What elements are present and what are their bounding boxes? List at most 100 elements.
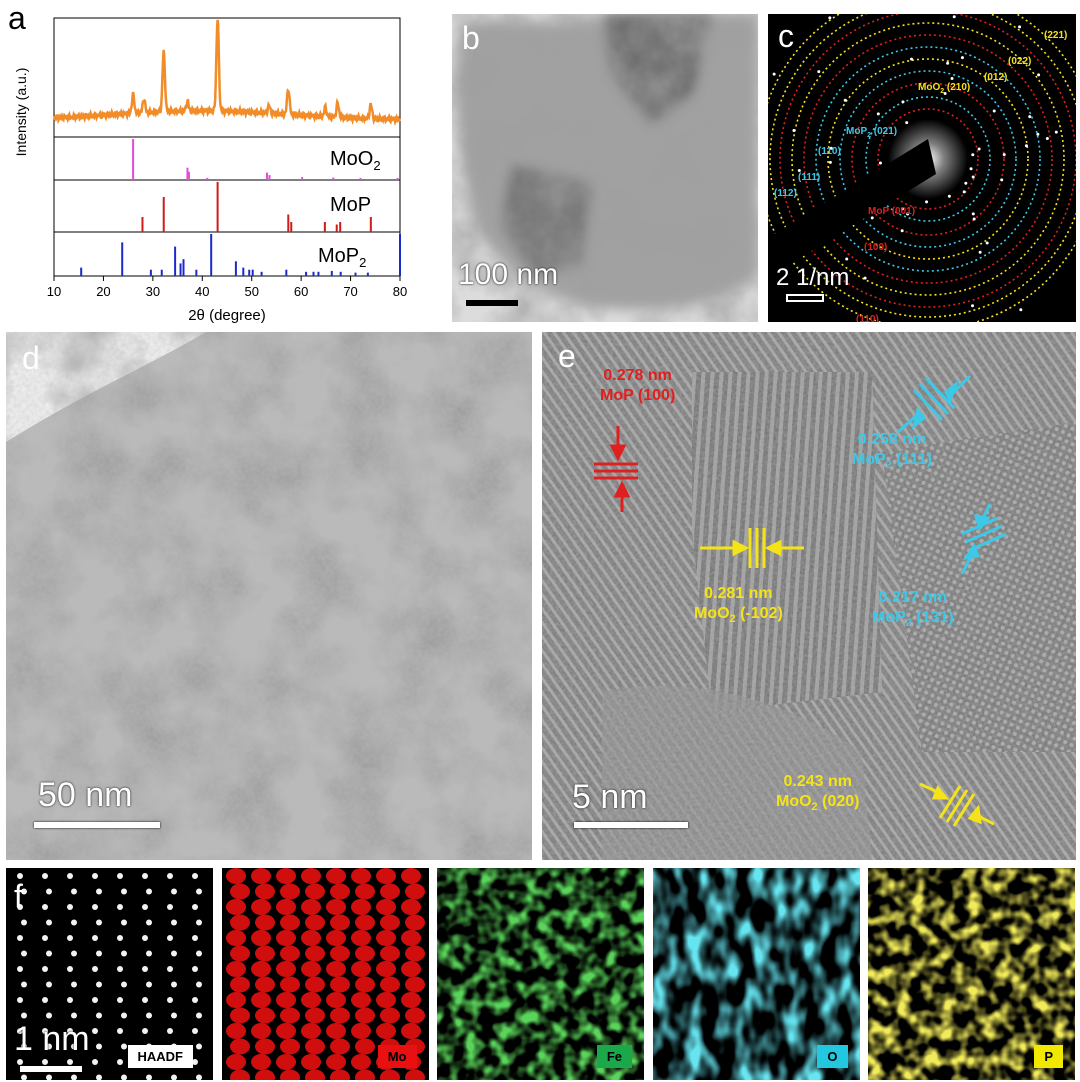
atom-column: [255, 915, 275, 931]
lattice-spacing-label: 0.278 nm MoP (100): [600, 366, 675, 406]
atom-column: [142, 935, 148, 941]
atom-column: [117, 997, 123, 1003]
scale-text-f: 1 nm: [14, 1020, 90, 1059]
atom-column: [301, 1054, 321, 1070]
xrd-chart: Intensity (a.u.) 2θ (degree) 10 20 30 40 50 6…: [0, 0, 440, 330]
x-tick-label: 20: [96, 284, 110, 299]
atom-column: [46, 951, 52, 957]
atom-column: [226, 1054, 246, 1070]
atom-column: [380, 1008, 400, 1024]
atom-column: [142, 966, 148, 972]
atom-column: [251, 930, 271, 946]
atom-column: [171, 889, 177, 895]
atom-column: [71, 889, 77, 895]
atom-column: [405, 977, 425, 993]
diffraction-spot: [1028, 115, 1031, 118]
diffraction-spot: [972, 176, 975, 179]
diffraction-spot: [845, 258, 848, 261]
atom-column: [380, 884, 400, 900]
diffraction-spot: [946, 62, 949, 65]
atom-column: [71, 982, 77, 988]
eds-map-mo: Mo: [222, 868, 429, 1080]
atom-column: [121, 920, 127, 926]
atom-column: [405, 1070, 425, 1081]
atom-column: [226, 899, 246, 915]
atom-column: [351, 992, 371, 1008]
lattice-spacing-label: 0.258 nm MoP2 (111): [852, 430, 932, 475]
atom-column: [117, 1059, 123, 1065]
atom-column: [67, 1059, 73, 1065]
diffraction-spot: [963, 190, 966, 193]
atom-column: [46, 920, 52, 926]
atom-column: [351, 1054, 371, 1070]
atom-column: [405, 884, 425, 900]
scale-bar-c: [786, 294, 824, 302]
atom-column: [230, 1039, 250, 1055]
ref-label: MoP: [330, 194, 371, 216]
atom-column: [46, 889, 52, 895]
atom-column: [401, 961, 421, 977]
atom-column: [92, 873, 98, 879]
atom-column: [326, 1054, 346, 1070]
atom-column: [376, 899, 396, 915]
atom-column: [280, 915, 300, 931]
atom-column: [17, 935, 23, 941]
atom-column: [226, 868, 246, 884]
atom-column: [42, 873, 48, 879]
atom-column: [67, 966, 73, 972]
x-tick-label: 80: [393, 284, 407, 299]
atom-column: [351, 868, 371, 884]
atom-column: [171, 920, 177, 926]
diffraction-spot: [951, 77, 954, 80]
atom-column: [351, 961, 371, 977]
atom-column: [305, 1008, 325, 1024]
atom-column: [42, 904, 48, 910]
atom-column: [42, 935, 48, 941]
atom-column: [305, 977, 325, 993]
scale-text-b: 100 nm: [458, 258, 558, 292]
atom-column: [276, 930, 296, 946]
diffraction-spot: [948, 195, 951, 198]
atom-column: [355, 946, 375, 962]
atom-column: [251, 899, 271, 915]
x-tick-label: 10: [47, 284, 61, 299]
diffraction-spot: [1025, 144, 1028, 147]
scale-bar-f: [20, 1066, 82, 1072]
atom-column: [96, 1044, 102, 1050]
panel-label-c: c: [778, 20, 794, 52]
eds-map-p: P: [868, 868, 1075, 1080]
atom-column: [305, 915, 325, 931]
atom-column: [301, 868, 321, 884]
eds-map-row: HAADF Mo Fe O P: [6, 868, 1076, 1080]
diffraction-spot: [773, 73, 776, 76]
atom-column: [355, 884, 375, 900]
atom-column: [276, 992, 296, 1008]
eds-map-o: O: [653, 868, 860, 1080]
atom-column: [380, 1070, 400, 1081]
atom-column: [401, 868, 421, 884]
atom-column: [121, 951, 127, 957]
atom-column: [376, 992, 396, 1008]
hrtem-image-e: e 0.278 nm MoP (100) 0.258 nm MoP2 (111) 0.2…: [542, 332, 1076, 860]
atom-column: [142, 997, 148, 1003]
y-axis-label: Intensity (a.u.): [13, 68, 29, 157]
diffraction-spot: [953, 15, 956, 18]
panel-label-f: f: [14, 880, 23, 912]
atom-column: [355, 1070, 375, 1081]
atom-column: [226, 1023, 246, 1039]
atom-column: [17, 1059, 23, 1065]
atom-column: [167, 1028, 173, 1034]
diffraction-spot: [792, 129, 795, 132]
eds-tag-haadf: HAADF: [128, 1045, 194, 1068]
atom-column: [71, 951, 77, 957]
atom-column: [17, 966, 23, 972]
atom-column: [21, 1013, 27, 1019]
atom-column: [142, 1028, 148, 1034]
atom-column: [192, 935, 198, 941]
atom-column: [146, 951, 152, 957]
atom-column: [230, 1008, 250, 1024]
diffraction-spot: [1003, 153, 1006, 156]
scale-bar-b: [466, 300, 518, 306]
atom-column: [196, 1013, 202, 1019]
eds-tag-p: P: [1034, 1045, 1063, 1068]
